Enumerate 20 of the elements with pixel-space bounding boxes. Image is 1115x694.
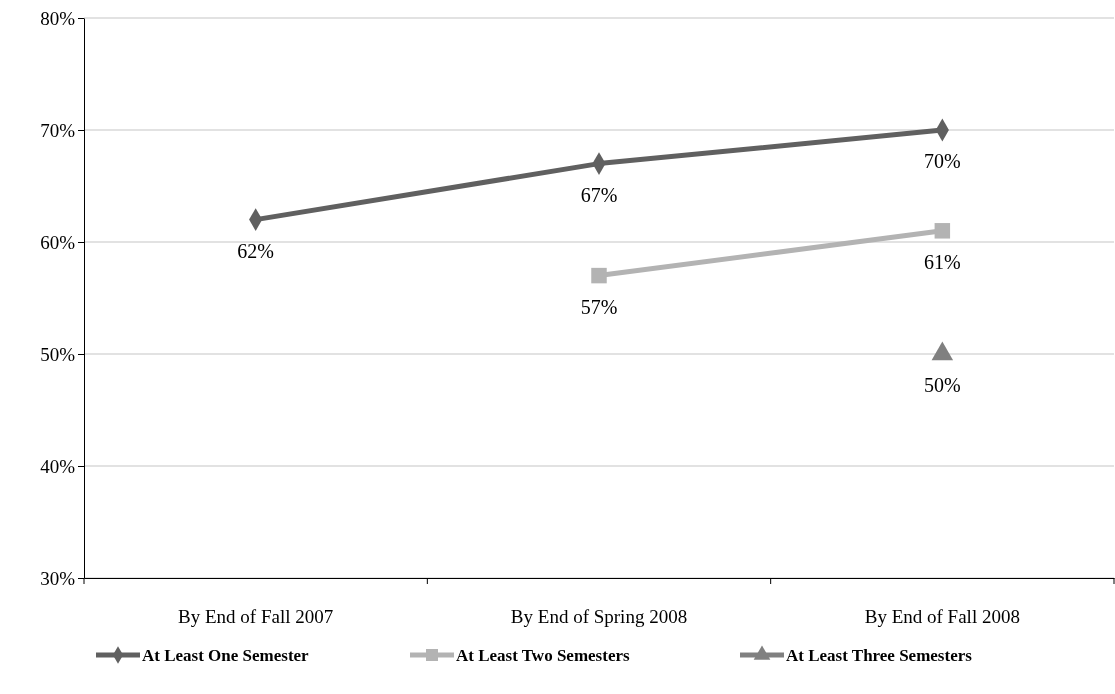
data-label: 57% xyxy=(580,295,618,318)
data-label: 70% xyxy=(924,150,961,172)
legend-label: At Least One Semester xyxy=(142,646,310,665)
x-tick-label: By End of Spring 2008 xyxy=(510,605,688,627)
y-tick-label: 80% xyxy=(40,7,76,29)
legend-label: At Least Three Semesters xyxy=(786,646,973,665)
x-tick-label: By End of Fall 2007 xyxy=(178,605,334,627)
y-tick-label: 60% xyxy=(40,231,76,253)
legend-label: At Least Two Semesters xyxy=(456,646,630,665)
data-label: 67% xyxy=(580,183,618,206)
data-label: 62% xyxy=(237,239,274,262)
x-tick-label: By End of Fall 2008 xyxy=(864,605,1020,627)
point xyxy=(591,267,607,284)
data-label: 50% xyxy=(924,374,961,396)
point xyxy=(934,223,951,239)
data-label: 61% xyxy=(924,250,961,273)
y-tick-label: 50% xyxy=(40,343,76,365)
y-tick-label: 40% xyxy=(40,455,76,477)
y-tick-label: 70% xyxy=(40,119,76,141)
y-tick-label: 30% xyxy=(40,567,76,589)
